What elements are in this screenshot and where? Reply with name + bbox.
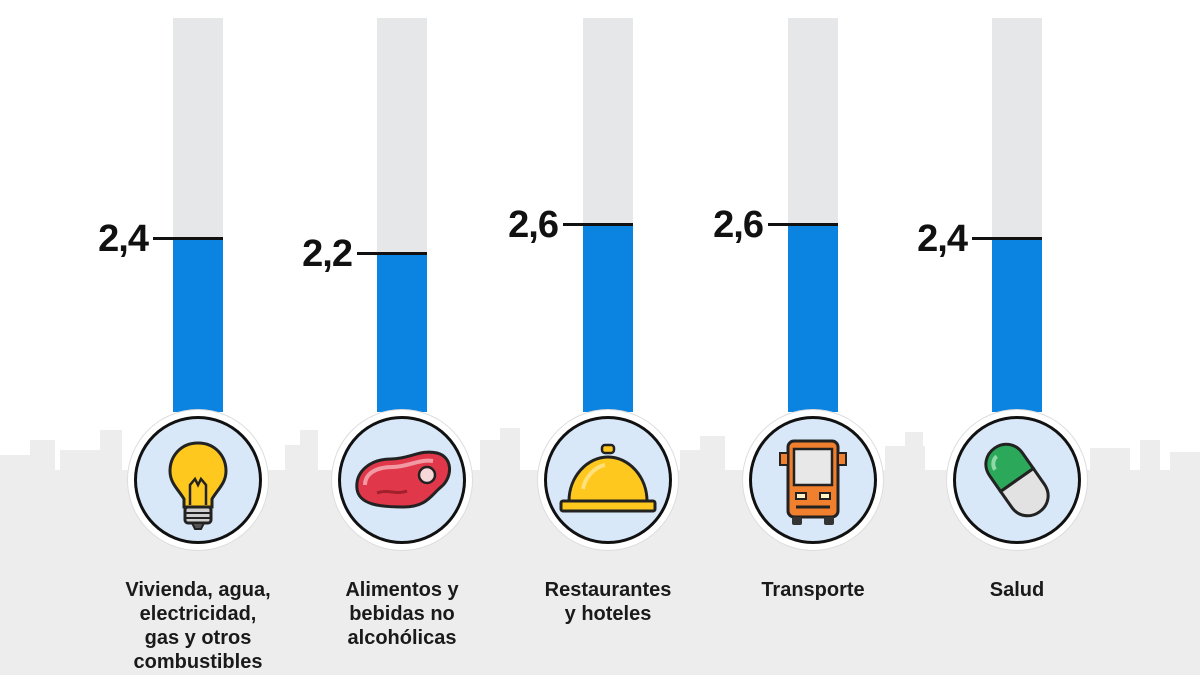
data-label: 2,2 xyxy=(302,233,353,275)
bar xyxy=(788,224,838,412)
service-bell-icon xyxy=(544,416,672,544)
category-label: Alimentos y bebidas no alcohólicas xyxy=(345,579,459,649)
data-label: 2,6 xyxy=(508,204,559,246)
category-icon-badge xyxy=(743,410,883,550)
value-tick-line xyxy=(563,223,633,226)
category-icon-badge xyxy=(128,410,268,550)
bus-icon xyxy=(749,416,877,544)
value-tick-line xyxy=(972,237,1042,240)
data-label: 2,4 xyxy=(98,218,149,260)
category-label: Vivienda, agua, electricidad, gas y otros c… xyxy=(125,579,271,673)
category-label: Salud xyxy=(989,579,1045,601)
category-icon-badge xyxy=(947,410,1087,550)
value-tick-line xyxy=(768,223,838,226)
bar xyxy=(377,253,427,412)
value-tick-line xyxy=(153,237,223,240)
lightbulb-icon xyxy=(134,416,262,544)
meat-icon xyxy=(338,416,466,544)
category-label: Restaurantes y hoteles xyxy=(544,579,672,625)
bar xyxy=(583,224,633,412)
bar xyxy=(173,238,223,412)
category-icon-badge xyxy=(332,410,472,550)
bar xyxy=(992,238,1042,412)
value-tick-line xyxy=(357,252,427,255)
data-label: 2,6 xyxy=(713,204,764,246)
category-icon-badge xyxy=(538,410,678,550)
pill-icon xyxy=(953,416,1081,544)
data-label: 2,4 xyxy=(917,218,968,260)
category-label: Transporte xyxy=(761,579,865,601)
